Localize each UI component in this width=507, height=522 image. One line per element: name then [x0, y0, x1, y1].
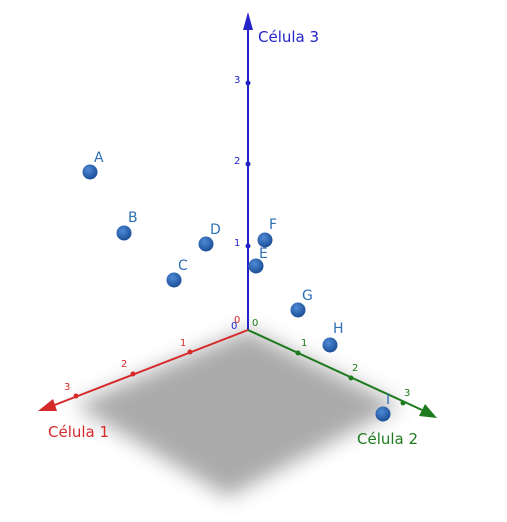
- point-label-e: E: [259, 246, 268, 262]
- x-ticks: 1 2 3: [64, 338, 193, 399]
- point-label-i: I: [386, 392, 390, 408]
- origin-label-x: 0: [234, 315, 240, 326]
- z-tick-label: 3: [234, 75, 240, 86]
- point-e[interactable]: [248, 258, 264, 274]
- point-label-h: H: [333, 321, 344, 337]
- x-tick-label: 1: [180, 338, 186, 349]
- y-ticks: 1 2 3: [295, 338, 410, 406]
- x-axis-line: [51, 329, 249, 407]
- y-axis-label: Célula 2: [357, 430, 418, 448]
- y-axis-line: [247, 329, 423, 411]
- z-tick-label: 1: [234, 238, 240, 249]
- point-c[interactable]: [166, 272, 182, 288]
- origin-label-y: 0: [252, 318, 258, 329]
- z-axis-arrow: [243, 12, 253, 30]
- x-tick-label: 3: [64, 382, 70, 393]
- x-tick-label: 2: [121, 359, 127, 370]
- point-g[interactable]: [290, 302, 306, 318]
- z-tick-label: 2: [234, 156, 240, 167]
- z-axis-label: Célula 3: [258, 28, 319, 46]
- point-label-d: D: [210, 222, 221, 238]
- point-label-g: G: [302, 288, 313, 304]
- point-label-c: C: [178, 258, 188, 274]
- y-axis-arrow: [419, 404, 437, 418]
- point-i[interactable]: [375, 406, 391, 422]
- y-tick-label: 3: [404, 388, 410, 399]
- point-label-a: A: [94, 150, 104, 166]
- point-h[interactable]: [322, 337, 338, 353]
- x-axis-arrow: [38, 399, 57, 411]
- origin-label-z: 0: [231, 321, 237, 332]
- x-axis-label: Célula 1: [48, 423, 109, 441]
- point-b[interactable]: [116, 225, 132, 241]
- point-d[interactable]: [198, 236, 214, 252]
- y-tick-label: 2: [352, 363, 358, 374]
- point-a[interactable]: [82, 164, 98, 180]
- z-ticks: 1 2 3: [234, 75, 251, 249]
- point-label-f: F: [269, 217, 277, 233]
- point-f[interactable]: [257, 232, 273, 248]
- xy-plane: [75, 330, 400, 497]
- y-tick-label: 1: [301, 338, 307, 349]
- point-label-b: B: [128, 210, 138, 226]
- points-layer: A B C D EF G H I: [82, 150, 391, 422]
